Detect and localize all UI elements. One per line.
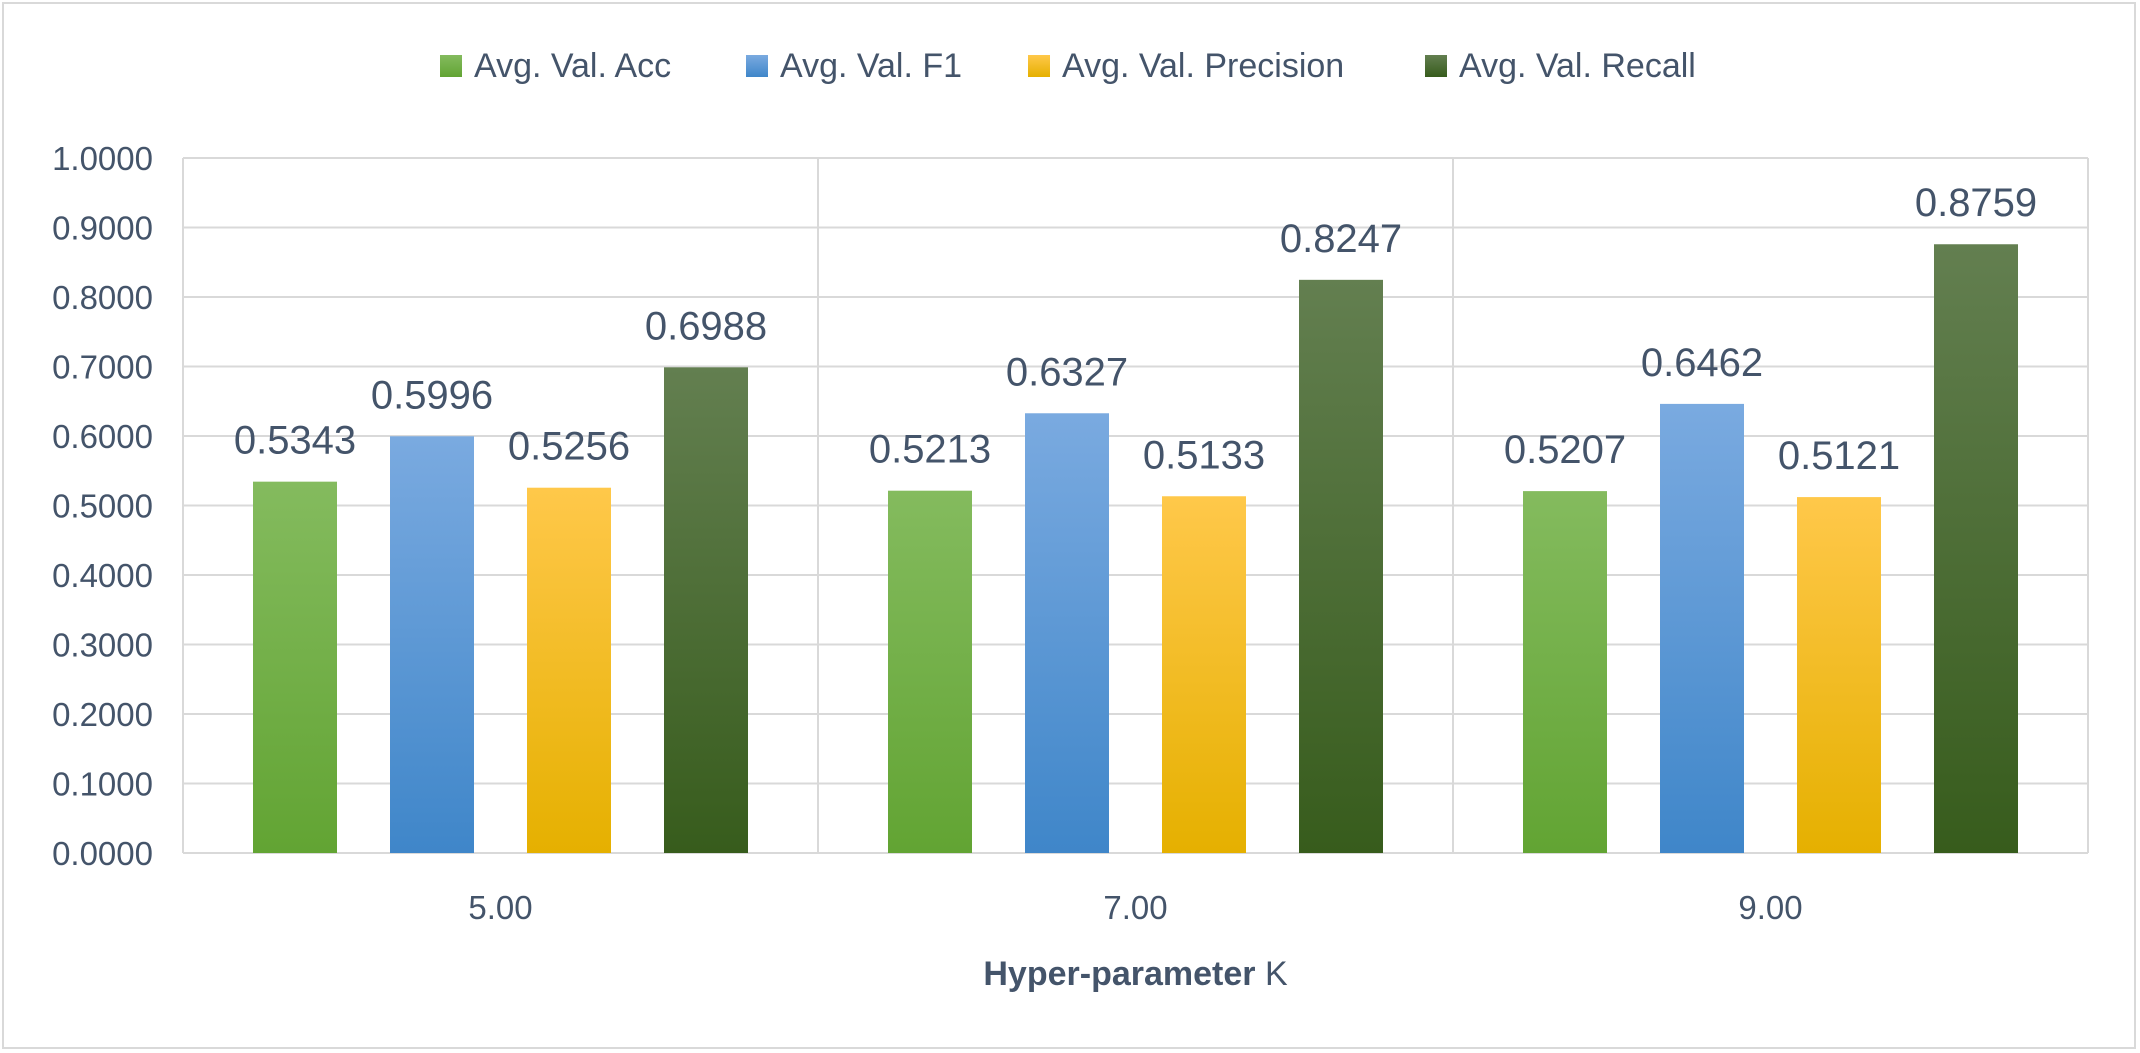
y-tick-label: 0.1000 xyxy=(52,766,153,803)
legend-item: Avg. Val. Precision xyxy=(1028,47,1344,85)
legend-label: Avg. Val. Acc xyxy=(474,47,671,85)
legend-swatch xyxy=(1028,55,1050,77)
legend-item: Avg. Val. Acc xyxy=(440,47,671,85)
x-tick-label: 5.00 xyxy=(468,889,532,926)
bar xyxy=(1299,279,1383,853)
y-tick-label: 0.2000 xyxy=(52,696,153,733)
bar xyxy=(390,436,474,853)
data-label: 0.8247 xyxy=(1280,217,1402,261)
y-tick-label: 0.7000 xyxy=(52,349,153,386)
legend-swatch xyxy=(746,55,768,77)
data-label: 0.5343 xyxy=(234,419,356,463)
y-tick-label: 1.0000 xyxy=(52,140,153,177)
bar xyxy=(1162,496,1246,853)
y-tick-label: 0.6000 xyxy=(52,418,153,455)
data-label: 0.5256 xyxy=(508,425,630,469)
y-tick-label: 0.5000 xyxy=(52,488,153,525)
legend-swatch xyxy=(440,55,462,77)
legend-label: Avg. Val. Precision xyxy=(1062,47,1344,85)
y-tick-label: 0.0000 xyxy=(52,835,153,872)
x-tick-label: 7.00 xyxy=(1103,889,1167,926)
y-tick-label: 0.3000 xyxy=(52,627,153,664)
data-label: 0.8759 xyxy=(1915,181,2037,225)
bar xyxy=(1025,413,1109,853)
legend-label: Avg. Val. F1 xyxy=(780,47,962,85)
x-axis-title: Hyper-parameter K xyxy=(983,955,1288,993)
y-tick-label: 0.8000 xyxy=(52,279,153,316)
data-label: 0.5213 xyxy=(869,428,991,472)
bar xyxy=(1660,403,1744,853)
x-tick-label: 9.00 xyxy=(1738,889,1802,926)
data-label: 0.5996 xyxy=(371,373,493,417)
data-label: 0.5133 xyxy=(1143,433,1265,477)
legend-item: Avg. Val. F1 xyxy=(746,47,962,85)
legend-swatch xyxy=(1425,55,1447,77)
bar xyxy=(253,481,337,853)
bar xyxy=(527,487,611,853)
legend-item: Avg. Val. Recall xyxy=(1425,47,1696,85)
bar xyxy=(888,490,972,853)
data-label: 0.6988 xyxy=(645,304,767,348)
data-label: 0.5121 xyxy=(1778,434,1900,478)
y-tick-label: 0.9000 xyxy=(52,210,153,247)
data-label: 0.6462 xyxy=(1641,341,1763,385)
data-label: 0.5207 xyxy=(1504,428,1626,472)
bar xyxy=(1523,491,1607,853)
bar xyxy=(1797,497,1881,853)
y-tick-label: 0.4000 xyxy=(52,557,153,594)
bar xyxy=(664,367,748,853)
bar xyxy=(1934,244,2018,853)
legend-label: Avg. Val. Recall xyxy=(1459,47,1696,85)
data-label: 0.6327 xyxy=(1006,350,1128,394)
